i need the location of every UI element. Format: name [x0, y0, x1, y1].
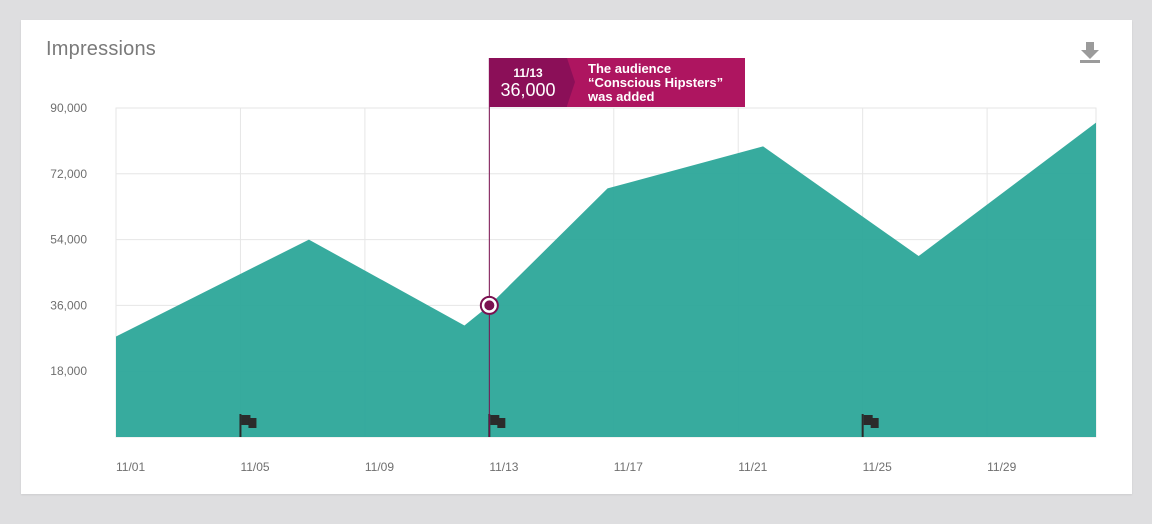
x-tick-label: 11/13: [489, 460, 518, 474]
x-axis-labels: 11/01 11/05 11/09 11/13 11/17 11/21 11/25 11/29: [116, 460, 1017, 474]
y-tick-label: 18,000: [50, 364, 87, 378]
tooltip-message: The audience “Conscious Hipsters” was ad…: [567, 58, 745, 107]
x-tick-label: 11/09: [365, 460, 394, 474]
y-axis-labels: 18,000 36,000 54,000 72,000 90,000: [50, 101, 87, 378]
area-series: [116, 123, 1096, 437]
flag-pole: [239, 414, 241, 437]
tooltip-value: 36,000: [500, 80, 555, 100]
y-tick-label: 90,000: [50, 101, 87, 115]
y-tick-label: 54,000: [50, 233, 87, 247]
y-tick-label: 36,000: [50, 298, 87, 312]
x-tick-label: 11/25: [863, 460, 892, 474]
selected-point-dot: [484, 300, 494, 310]
flag-back: [248, 418, 256, 428]
flag-pole: [862, 414, 864, 437]
x-tick-label: 11/17: [614, 460, 643, 474]
flag-back: [871, 418, 879, 428]
x-tick-label: 11/01: [116, 460, 145, 474]
annotation-tooltip: 11/13 36,000 The audience “Conscious Hip…: [489, 58, 745, 107]
tooltip-value-box: 11/13 36,000: [489, 58, 567, 107]
flag-back: [497, 418, 505, 428]
y-tick-label: 72,000: [50, 167, 87, 181]
x-tick-label: 11/29: [987, 460, 1016, 474]
x-tick-label: 11/05: [240, 460, 269, 474]
area-series-fill: [116, 123, 1096, 437]
tooltip-date: 11/13: [513, 66, 542, 80]
x-tick-label: 11/21: [738, 460, 767, 474]
